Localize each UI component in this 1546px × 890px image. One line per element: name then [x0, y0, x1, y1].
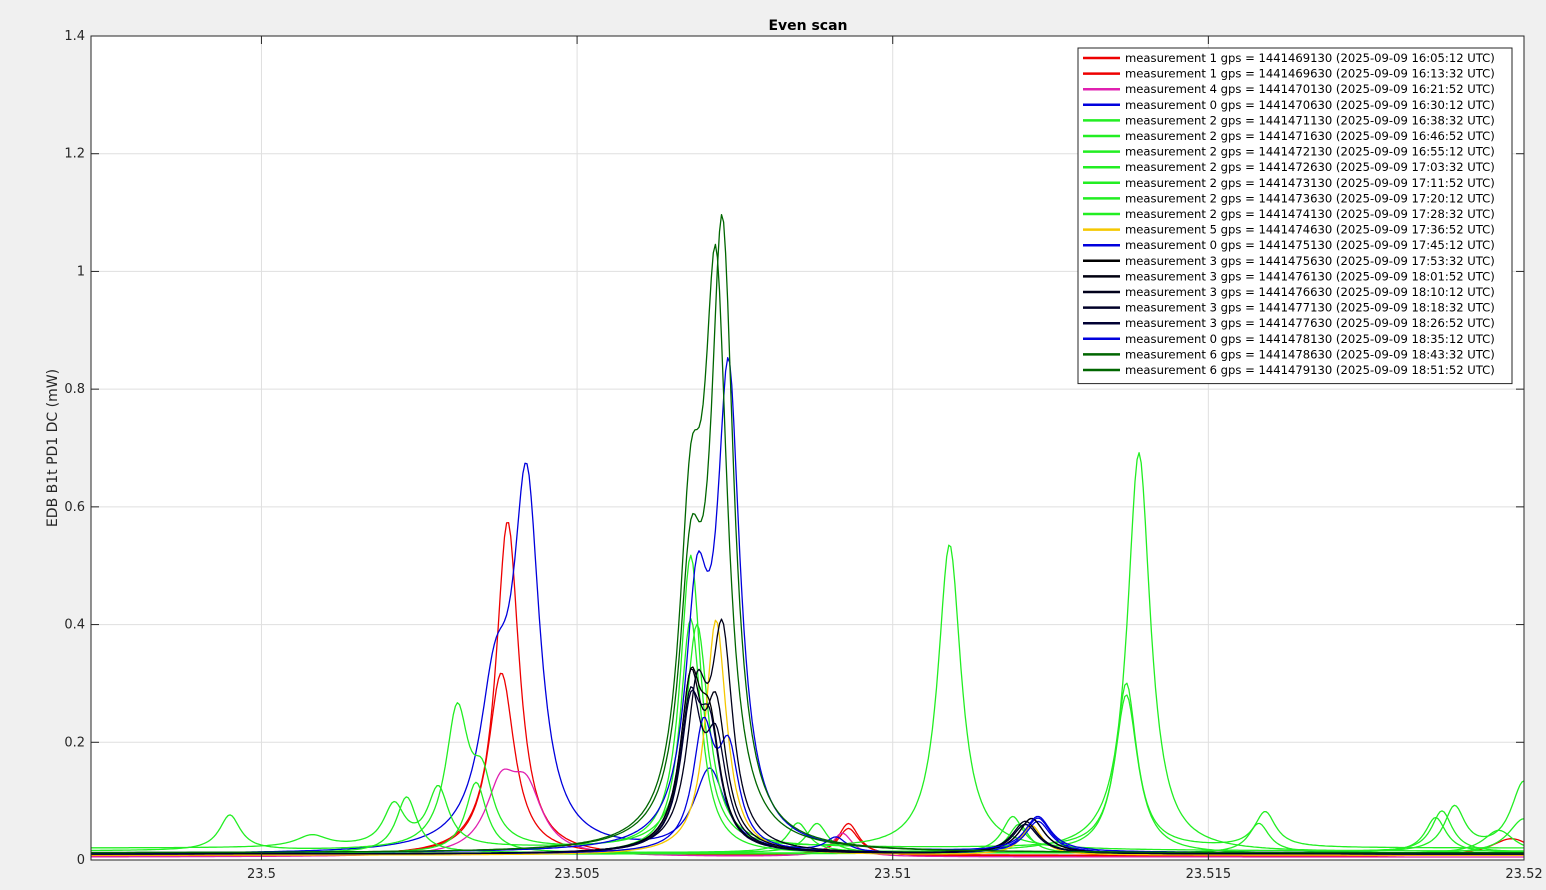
legend-entry: measurement 0 gps = 1441470630 (2025-09-… — [1125, 98, 1495, 112]
legend-entry: measurement 6 gps = 1441478630 (2025-09-… — [1125, 347, 1495, 361]
legend-entry: measurement 2 gps = 1441471130 (2025-09-… — [1125, 113, 1495, 127]
legend-entry: measurement 6 gps = 1441479130 (2025-09-… — [1125, 363, 1495, 377]
legend-entry: measurement 0 gps = 1441478130 (2025-09-… — [1125, 332, 1495, 346]
y-tick-label: 1.2 — [64, 147, 85, 162]
x-tick-label: 23.505 — [554, 867, 600, 882]
legend-entry: measurement 2 gps = 1441474130 (2025-09-… — [1125, 207, 1495, 221]
y-tick-label: 0.8 — [64, 382, 85, 397]
legend-box — [1077, 47, 1513, 385]
legend[interactable]: measurement 1 gps = 1441469130 (2025-09-… — [1077, 47, 1513, 385]
legend-entry: measurement 3 gps = 1441476630 (2025-09-… — [1125, 285, 1495, 299]
legend-entry: measurement 3 gps = 1441477130 (2025-09-… — [1125, 301, 1495, 315]
y-tick-label: 0 — [77, 853, 85, 868]
series-line-21 — [91, 213, 1524, 854]
chart-title: Even scan — [768, 18, 847, 34]
legend-entry: measurement 3 gps = 1441477630 (2025-09-… — [1125, 316, 1495, 330]
axes-box — [90, 35, 1525, 861]
x-tick-label: 23.51 — [874, 867, 911, 882]
legend-entry: measurement 5 gps = 1441474630 (2025-09-… — [1125, 223, 1495, 237]
legend-entry: measurement 4 gps = 1441470130 (2025-09-… — [1125, 82, 1495, 96]
legend-entry: measurement 3 gps = 1441475630 (2025-09-… — [1125, 254, 1495, 268]
legend-entry: measurement 3 gps = 1441476130 (2025-09-… — [1125, 269, 1495, 283]
legend-entry: measurement 2 gps = 1441471630 (2025-09-… — [1125, 129, 1495, 143]
y-tick-label: 0.2 — [64, 735, 85, 750]
x-tick-label: 23.52 — [1505, 867, 1542, 882]
legend-entry: measurement 0 gps = 1441475130 (2025-09-… — [1125, 238, 1495, 252]
y-tick-label: 1 — [77, 264, 85, 279]
legend-entry: measurement 2 gps = 1441473130 (2025-09-… — [1125, 176, 1495, 190]
legend-entry: measurement 2 gps = 1441472130 (2025-09-… — [1125, 145, 1495, 159]
series-layer — [91, 213, 1524, 858]
x-tick-label: 23.515 — [1186, 867, 1232, 882]
legend-entry: measurement 1 gps = 1441469130 (2025-09-… — [1125, 51, 1495, 65]
legend-entry: measurement 2 gps = 1441472630 (2025-09-… — [1125, 160, 1495, 174]
ticks: 23.5 23.505 23.51 23.515 23.52 0 0.2 0.4 0.6 0.8 1… — [64, 29, 1542, 882]
y-tick-label: 0.4 — [64, 618, 85, 633]
legend-entry: measurement 1 gps = 1441469630 (2025-09-… — [1125, 67, 1495, 81]
series-line-11 — [91, 816, 1524, 854]
legend-entry: measurement 2 gps = 1441473630 (2025-09-… — [1125, 191, 1495, 205]
y-tick-label: 1.4 — [64, 29, 85, 44]
y-axis-label: EDB B1t PD1 DC (mW) — [45, 369, 61, 527]
series-line-18 — [91, 689, 1524, 855]
y-tick-label: 0.6 — [64, 500, 85, 515]
series-line-6 — [91, 623, 1524, 849]
x-tick-label: 23.5 — [247, 867, 276, 882]
